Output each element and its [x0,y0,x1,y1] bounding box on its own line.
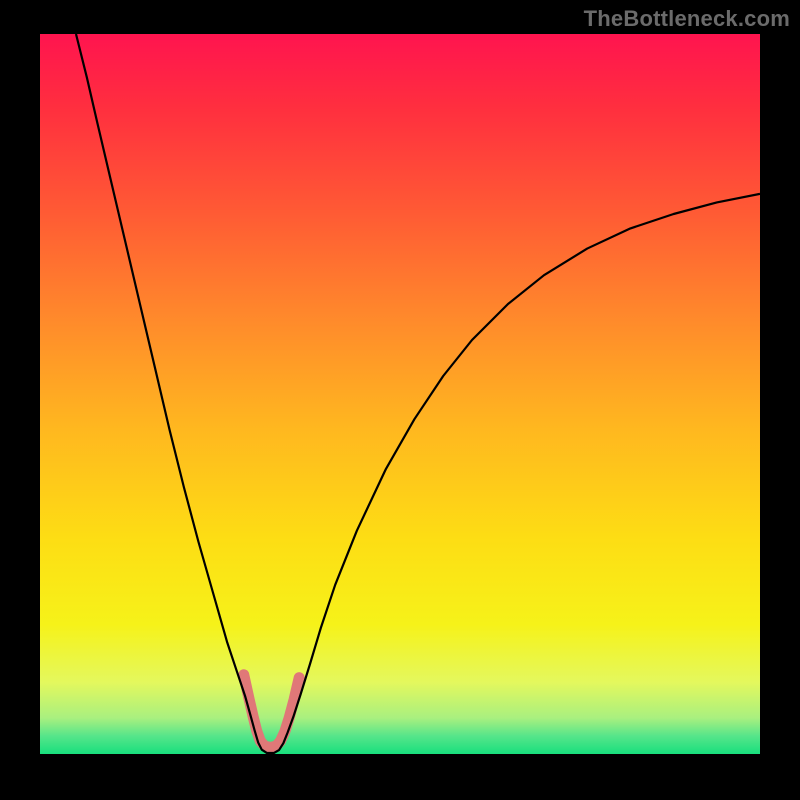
chart-frame: TheBottleneck.com [0,0,800,800]
gradient-background [40,34,760,754]
plot-area [40,34,760,754]
watermark-text: TheBottleneck.com [584,6,790,32]
plot-svg [40,34,760,754]
